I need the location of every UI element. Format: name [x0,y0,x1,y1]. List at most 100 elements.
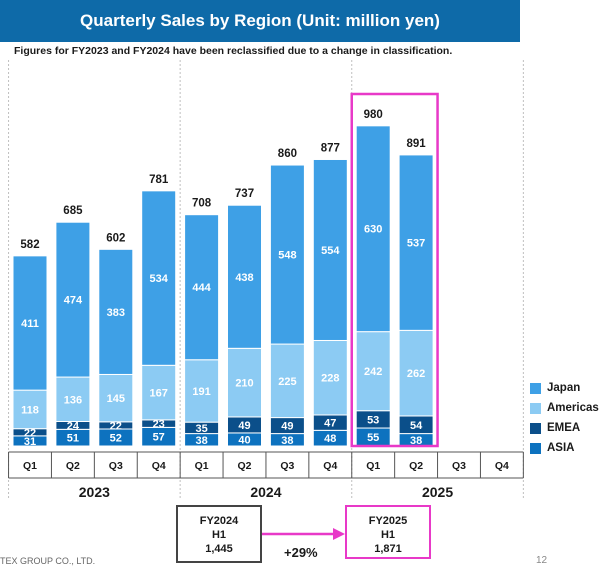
legend-label-americas: Americas [547,402,599,414]
legend-swatch-japan [530,382,541,394]
bar-segment-americas-2 [98,373,134,423]
data-label-americas-6: 225 [278,376,296,388]
bar-segment-americas-0 [12,389,48,430]
data-label-asia-9: 38 [410,435,422,447]
bar-segment-japan-2 [98,248,134,375]
legend-item-emea: EMEA [530,418,610,438]
total-label-2: 602 [106,232,125,244]
legend-label-japan: Japan [547,382,581,394]
fy2025-label: FY2025 [368,515,408,527]
data-label-americas-7: 228 [321,373,339,385]
data-label-japan-9: 537 [407,238,425,250]
data-label-americas-1: 136 [64,394,82,406]
x-tick-label-1: Q2 [66,460,80,472]
data-label-emea-1: 24 [67,420,80,432]
chart-title: Quarterly Sales by Region (Unit: million… [0,0,520,42]
data-label-japan-3: 534 [150,273,169,285]
highlight-box-2025-h1 [350,92,439,448]
page-number: 12 [536,555,548,566]
data-label-japan-7: 554 [321,245,340,257]
legend-label-emea: EMEA [547,422,581,434]
data-label-emea-9: 54 [410,420,423,432]
data-label-japan-8: 630 [364,224,382,236]
data-label-emea-2: 22 [110,420,122,432]
data-label-asia-3: 57 [153,432,165,444]
x-tick-label-3: Q4 [152,460,166,472]
x-tick-label-0: Q1 [23,460,37,472]
total-label-5: 737 [235,188,254,200]
total-label-8: 980 [364,109,383,121]
data-label-asia-2: 52 [110,433,122,445]
x-tick-label-7: Q4 [323,460,337,472]
legend-item-japan: Japan [530,378,610,398]
bar-segment-americas-1 [55,376,91,422]
data-label-japan-2: 383 [107,307,125,319]
data-label-asia-7: 48 [324,433,336,445]
bar-segment-americas-3 [141,364,177,421]
fy2025-h1-box: FY2025 H1 1,871 [345,505,431,559]
company-name: TEX GROUP CO., LTD. [0,556,96,566]
data-label-emea-0: 22 [24,427,36,439]
comparison-arrow-head [333,528,345,540]
legend-item-americas: Americas [530,398,610,418]
data-label-asia-1: 51 [67,433,79,445]
fy2024-h1-box: FY2024 H1 1,445 [176,505,262,563]
data-label-americas-9: 262 [407,368,425,380]
legend: Japan Americas EMEA ASIA [530,378,610,458]
data-label-americas-5: 210 [235,378,253,390]
data-label-japan-5: 438 [235,272,253,284]
data-label-americas-8: 242 [364,366,382,378]
total-label-7: 877 [321,142,340,154]
fy2024-label: FY2024 [199,515,239,527]
bar-segment-japan-8 [355,125,391,333]
bar-segment-americas-8 [355,331,391,412]
data-label-asia-4: 38 [195,435,207,447]
data-label-japan-4: 444 [192,282,211,294]
x-tick-label-6: Q3 [280,460,294,472]
data-label-americas-3: 167 [150,388,168,400]
legend-item-asia: ASIA [530,438,610,458]
fy2024-period: H1 [211,529,227,541]
bar-segment-americas-4 [184,359,220,423]
growth-rate: +29% [284,545,318,560]
x-tick-label-5: Q2 [237,460,251,472]
data-label-emea-7: 47 [324,418,336,430]
fy2025-value: 1,871 [374,543,402,555]
data-label-japan-0: 411 [21,318,39,330]
data-label-asia-5: 40 [238,434,250,446]
total-label-4: 708 [192,198,212,210]
bar-segment-japan-7 [312,158,348,341]
x-tick-label-10: Q3 [452,460,466,472]
fy2024-value: 1,445 [205,543,233,555]
data-label-emea-5: 49 [238,420,250,432]
year-label-2025: 2025 [422,484,453,500]
data-label-asia-6: 38 [281,435,293,447]
year-label-2024: 2024 [250,484,281,500]
data-label-americas-4: 191 [192,386,210,398]
year-label-2023: 2023 [79,484,110,500]
data-label-emea-4: 35 [195,423,207,435]
data-label-asia-8: 55 [367,432,379,444]
legend-swatch-americas [530,402,541,414]
bar-segment-japan-3 [141,190,177,366]
data-label-americas-2: 145 [107,393,125,405]
x-tick-label-8: Q1 [366,460,380,472]
bar-segment-americas-7 [312,339,348,416]
legend-label-asia: ASIA [547,442,575,454]
total-label-6: 860 [278,148,297,160]
data-label-japan-6: 548 [278,250,296,262]
bar-segment-japan-4 [184,214,220,361]
total-label-3: 781 [149,174,169,186]
data-label-emea-6: 49 [281,421,293,433]
legend-swatch-emea [530,422,541,434]
x-tick-label-2: Q3 [109,460,123,472]
total-label-9: 891 [407,138,427,150]
x-tick-label-9: Q2 [409,460,423,472]
total-label-0: 582 [20,239,39,251]
bar-segment-japan-5 [227,204,262,349]
legend-swatch-asia [530,442,541,454]
data-label-americas-0: 118 [21,404,39,416]
x-tick-label-11: Q4 [495,460,509,472]
reclassification-note: Figures for FY2023 and FY2024 have been … [14,45,453,57]
